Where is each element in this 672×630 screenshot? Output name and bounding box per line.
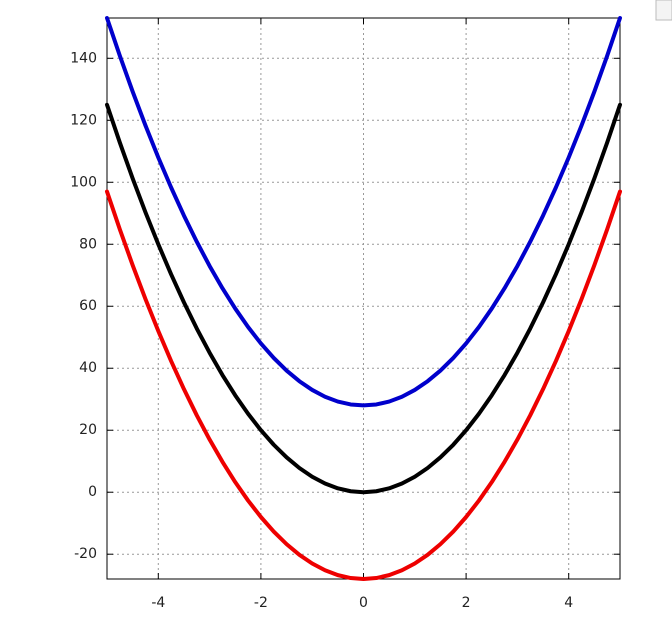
y-tick-label: -20 [74, 546, 97, 562]
y-tick-label: 40 [79, 360, 97, 376]
x-tick-label: -2 [254, 595, 268, 611]
y-tick-label: 60 [79, 298, 97, 314]
x-tick-label: 2 [462, 595, 471, 611]
y-tick-label: 120 [70, 112, 97, 128]
x-tick-label: 0 [359, 595, 368, 611]
window-corner [655, 0, 672, 21]
x-tick-label: 4 [564, 595, 573, 611]
line-series [105, 16, 622, 408]
y-tick-label: 80 [79, 236, 97, 252]
line-series [105, 189, 622, 581]
y-tick-label: 140 [70, 50, 97, 66]
y-tick-label: 0 [88, 484, 97, 500]
y-tick-label: 100 [70, 174, 97, 190]
x-tick-label: -4 [151, 595, 165, 611]
y-tick-label: 20 [79, 422, 97, 438]
line-series [105, 102, 622, 495]
